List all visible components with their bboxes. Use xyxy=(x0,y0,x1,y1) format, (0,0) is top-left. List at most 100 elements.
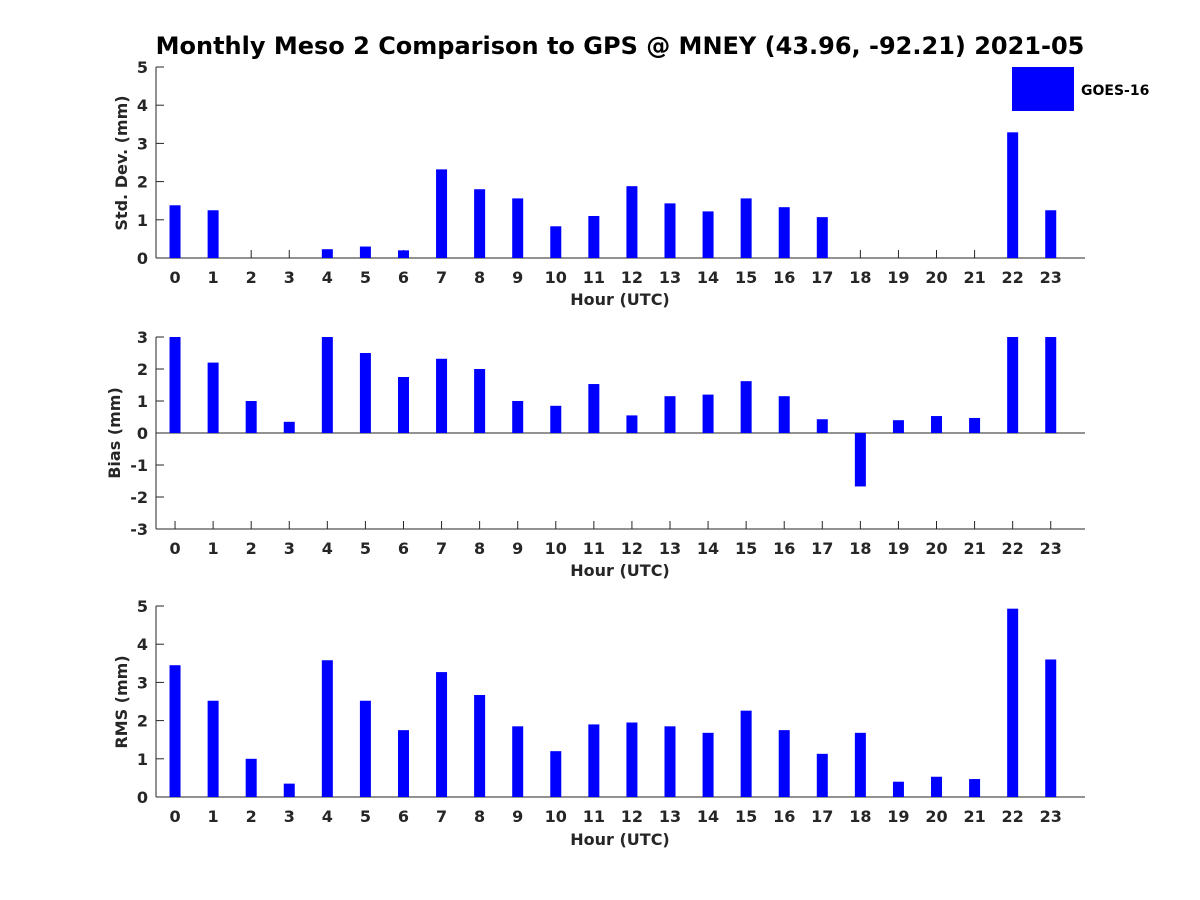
rms-bar-hour-18 xyxy=(854,732,866,797)
std-dev-bar-hour-23 xyxy=(1045,210,1057,258)
bias-bar-hour-22 xyxy=(1007,337,1019,433)
rms-bar-hour-12 xyxy=(626,722,638,797)
std-dev-xtick-label: 20 xyxy=(925,268,947,287)
std-dev-bar-hour-13 xyxy=(664,203,676,258)
bias-xtick-label: 3 xyxy=(284,539,295,558)
bias-bar-hour-6 xyxy=(397,377,409,433)
rms-xtick-label: 13 xyxy=(659,807,681,826)
std-dev-bar-hour-5 xyxy=(359,246,371,258)
bias-ytick-label: -3 xyxy=(130,520,148,539)
std-dev-ylabel: Std. Dev. (mm) xyxy=(112,95,131,230)
bias-xtick-label: 21 xyxy=(963,539,985,558)
std-dev-bar-hour-6 xyxy=(397,250,409,258)
std-dev-xtick-label: 21 xyxy=(963,268,985,287)
std-dev-xtick-label: 9 xyxy=(512,268,523,287)
rms-xtick-label: 4 xyxy=(322,807,333,826)
rms-ylabel: RMS (mm) xyxy=(112,655,131,748)
std-dev-xtick-label: 11 xyxy=(583,268,605,287)
std-dev-xtick-label: 2 xyxy=(246,268,257,287)
std-dev-ytick-label: 4 xyxy=(137,96,148,115)
std-dev-bar-hour-15 xyxy=(740,198,752,258)
rms-xtick-label: 1 xyxy=(208,807,219,826)
std-dev-bar-hour-9 xyxy=(512,198,524,258)
rms-bar-hour-23 xyxy=(1045,659,1057,797)
std-dev-ytick-label: 5 xyxy=(137,58,148,77)
rms-bar-hour-2 xyxy=(245,758,257,797)
std-dev-bar-hour-22 xyxy=(1007,132,1019,258)
std-dev-xtick-label: 16 xyxy=(773,268,795,287)
bias-ytick-label: 1 xyxy=(137,392,148,411)
std-dev-bar-hour-7 xyxy=(436,169,448,258)
rms-xtick-label: 8 xyxy=(474,807,485,826)
rms-ytick-label: 4 xyxy=(137,635,148,654)
std-dev-ytick-label: 3 xyxy=(137,134,148,153)
rms-xtick-label: 21 xyxy=(963,807,985,826)
bias-xtick-label: 22 xyxy=(1002,539,1024,558)
rms-xtick-label: 16 xyxy=(773,807,795,826)
std-dev-xtick-label: 1 xyxy=(208,268,219,287)
rms-bar-hour-1 xyxy=(207,700,219,797)
legend-swatch xyxy=(1012,67,1074,111)
bias-bar-hour-16 xyxy=(778,396,790,433)
rms-bar-hour-19 xyxy=(892,781,904,797)
std-dev-bar-hour-12 xyxy=(626,186,638,258)
std-dev-ytick-label: 1 xyxy=(137,211,148,230)
rms-bar-hour-22 xyxy=(1007,608,1019,797)
bias-ytick-label: 2 xyxy=(137,360,148,379)
bias-bar-hour-0 xyxy=(169,337,181,433)
std-dev-bar-hour-16 xyxy=(778,207,790,258)
bias-bar-hour-5 xyxy=(359,353,371,433)
bias-xtick-label: 23 xyxy=(1040,539,1062,558)
std-dev-xtick-label: 18 xyxy=(849,268,871,287)
bias-bar-hour-11 xyxy=(588,384,600,433)
rms-bar-hour-4 xyxy=(321,660,333,797)
bias-ylabel: Bias (mm) xyxy=(105,387,124,479)
std-dev-xtick-label: 12 xyxy=(621,268,643,287)
bias-xtick-label: 20 xyxy=(925,539,947,558)
bias-bar-hour-4 xyxy=(321,337,333,433)
rms-bar-hour-8 xyxy=(474,695,486,797)
std-dev-bar-hour-8 xyxy=(474,189,486,258)
std-dev-xtick-label: 17 xyxy=(811,268,833,287)
bias-xtick-label: 9 xyxy=(512,539,523,558)
std-dev-xtick-label: 14 xyxy=(697,268,719,287)
rms-xtick-label: 9 xyxy=(512,807,523,826)
rms-xtick-label: 6 xyxy=(398,807,409,826)
legend-label: GOES-16 xyxy=(1081,83,1149,99)
bias-xtick-label: 7 xyxy=(436,539,447,558)
std-dev-xtick-label: 7 xyxy=(436,268,447,287)
rms-xtick-label: 23 xyxy=(1040,807,1062,826)
rms-xtick-label: 5 xyxy=(360,807,371,826)
std-dev-xtick-label: 5 xyxy=(360,268,371,287)
rms-xtick-label: 14 xyxy=(697,807,719,826)
rms-bar-hour-15 xyxy=(740,710,752,797)
std-dev-bar-hour-0 xyxy=(169,205,181,258)
rms-ytick-label: 5 xyxy=(137,597,148,616)
bias-bar-hour-8 xyxy=(474,369,486,433)
std-dev-xtick-label: 19 xyxy=(887,268,909,287)
bias-xtick-label: 11 xyxy=(583,539,605,558)
chart-title: Monthly Meso 2 Comparison to GPS @ MNEY … xyxy=(156,32,1085,60)
bias-bar-hour-9 xyxy=(512,401,524,433)
rms-xlabel: Hour (UTC) xyxy=(570,830,670,849)
rms-bar-hour-0 xyxy=(169,665,181,797)
rms-bar-hour-3 xyxy=(283,783,295,797)
bias-bar-hour-7 xyxy=(436,358,448,433)
rms-bar-hour-20 xyxy=(931,776,943,797)
bias-xtick-label: 15 xyxy=(735,539,757,558)
rms-xtick-label: 3 xyxy=(284,807,295,826)
rms-xtick-label: 18 xyxy=(849,807,871,826)
std-dev-xtick-label: 3 xyxy=(284,268,295,287)
bias-bar-hour-17 xyxy=(816,419,828,433)
rms-bar-hour-6 xyxy=(397,730,409,797)
bias-xtick-label: 1 xyxy=(208,539,219,558)
rms-xtick-label: 0 xyxy=(169,807,180,826)
std-dev-bar-hour-4 xyxy=(321,249,333,258)
bias-bar-hour-14 xyxy=(702,394,714,433)
std-dev-bar-hour-10 xyxy=(550,226,562,258)
bias-xlabel: Hour (UTC) xyxy=(570,561,670,580)
std-dev-xtick-label: 0 xyxy=(169,268,180,287)
